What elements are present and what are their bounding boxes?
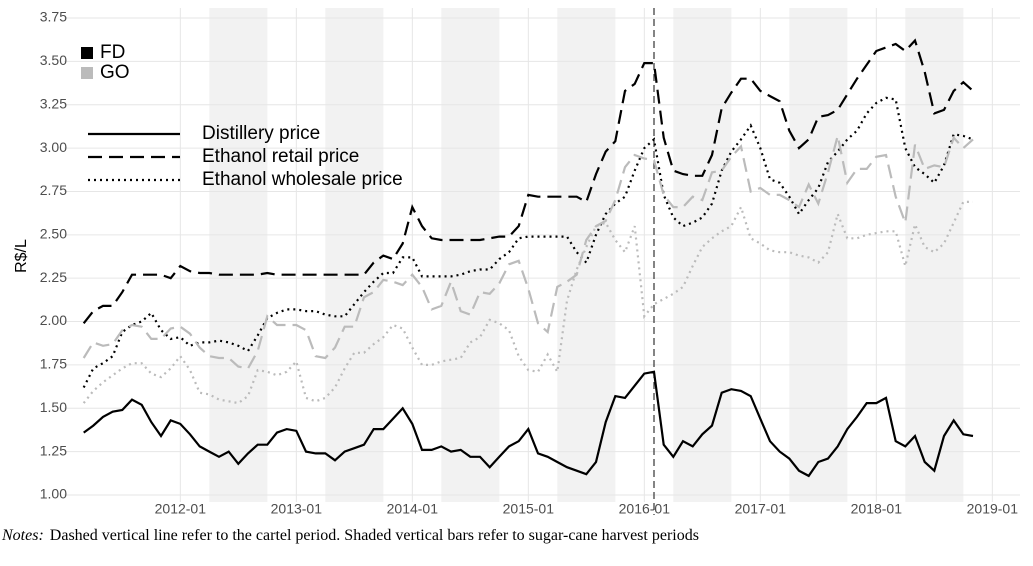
y-tick-label: 3.75 bbox=[40, 9, 67, 25]
y-tick-label: 1.50 bbox=[40, 399, 67, 415]
legend-label: FD bbox=[100, 42, 125, 63]
x-tick-label: 2017-01 bbox=[735, 501, 787, 517]
y-tick-label: 1.00 bbox=[40, 486, 67, 502]
y-tick-label: 2.75 bbox=[40, 182, 67, 198]
notes-text: Dashed vertical line refer to the cartel… bbox=[49, 527, 699, 544]
x-tick-label: 2012-01 bbox=[155, 501, 207, 517]
x-tick-label: 2019-01 bbox=[967, 501, 1019, 517]
price-line bbox=[82, 96, 974, 388]
harvest-band bbox=[673, 8, 732, 502]
legend-swatch bbox=[81, 47, 93, 59]
y-tick-label: 3.25 bbox=[40, 95, 67, 111]
legend-swatch bbox=[81, 67, 93, 79]
price-line bbox=[83, 370, 974, 478]
harvest-band bbox=[209, 8, 268, 502]
notes: Notes: Dashed vertical line refer to the … bbox=[2, 527, 1030, 545]
price-line bbox=[82, 38, 974, 324]
notes-label: Notes: bbox=[2, 527, 44, 544]
y-tick-label: 3.50 bbox=[40, 52, 67, 68]
y-tick-label: 2.00 bbox=[40, 312, 67, 328]
x-tick-label: 2015-01 bbox=[503, 501, 555, 517]
y-tick-label: 1.25 bbox=[40, 442, 67, 458]
chart: R$/L 1.00 1.25 1.50 1.75 2.00 2.25 2.50 2.75 3.0… bbox=[13, 8, 1020, 517]
x-tick-label: 2013-01 bbox=[271, 501, 323, 517]
legend-label: Distillery price bbox=[202, 123, 320, 144]
y-tick-label: 2.50 bbox=[40, 226, 67, 242]
harvest-band bbox=[905, 8, 964, 502]
y-tick-label: 3.00 bbox=[40, 139, 67, 155]
price-line bbox=[82, 135, 974, 370]
x-tick-label: 2016-01 bbox=[619, 501, 671, 517]
x-tick-label: 2014-01 bbox=[387, 501, 439, 517]
y-tick-label: 2.25 bbox=[40, 269, 67, 285]
y-axis-label: R$/L bbox=[13, 239, 30, 273]
x-tick-label: 2018-01 bbox=[851, 501, 903, 517]
legend-label: Ethanol wholesale price bbox=[202, 169, 403, 190]
harvest-band bbox=[557, 8, 616, 502]
legend-label: Ethanol retail price bbox=[202, 146, 359, 167]
price-line bbox=[82, 200, 973, 405]
legend-label: GO bbox=[100, 62, 130, 83]
harvest-band bbox=[789, 8, 848, 502]
harvest-band bbox=[441, 8, 500, 502]
y-tick-label: 1.75 bbox=[40, 356, 67, 372]
harvest-band bbox=[325, 8, 384, 502]
